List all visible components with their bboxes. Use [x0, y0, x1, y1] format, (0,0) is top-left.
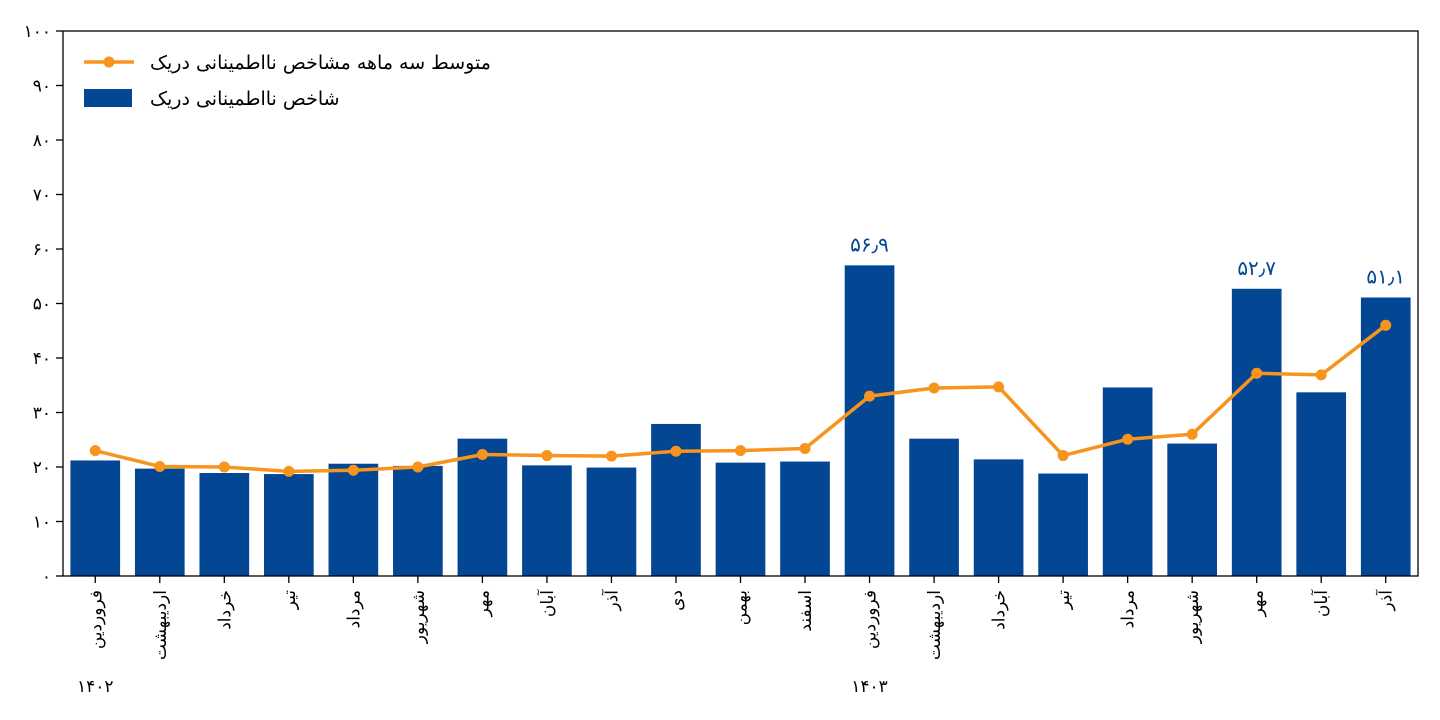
x-tick-label-18: مهر: [1248, 590, 1268, 617]
average-point-3: [283, 465, 295, 477]
bar-8: [586, 467, 637, 576]
legend-bar-swatch: [84, 89, 132, 107]
average-point-19: [1315, 369, 1327, 381]
bar-12: [844, 265, 895, 576]
bar-5: [393, 465, 443, 576]
y-tick-label-8: ۸۰: [33, 131, 51, 151]
x-tick-label-2: خرداد: [215, 590, 235, 630]
bar-20: [1360, 297, 1411, 576]
x-tick-label-5: شهریور: [409, 590, 429, 644]
x-tick-label-11: اسفند: [796, 590, 816, 632]
x-tick-label-20: آذر: [1375, 589, 1397, 612]
x-tick-label-17: شهریور: [1183, 590, 1203, 644]
average-point-17: [1186, 428, 1198, 440]
data-label-18: ۵۲٫۷: [1237, 256, 1276, 280]
average-point-15: [1057, 450, 1069, 462]
bar-13: [909, 438, 959, 576]
y-tick-label-6: ۶۰: [33, 240, 51, 260]
bar-6: [457, 438, 508, 576]
x-tick-label-4: مرداد: [344, 590, 364, 628]
average-point-9: [670, 445, 682, 457]
axes-layer: ۰ ۱۰ ۲۰ ۳۰ ۴۰ ۵۰ ۶۰ ۷۰ ۸۰ ۹۰ ۱۰۰ فروردین اردیبهشت خرد…: [24, 22, 1419, 697]
data-labels-layer: ۵۶٫۹ ۵۲٫۷ ۵۱٫۱: [850, 232, 1405, 288]
data-label-20: ۵۱٫۱: [1366, 265, 1405, 289]
bar-0: [70, 460, 121, 576]
average-point-10: [735, 445, 746, 457]
x-tick-label-6: مهر: [473, 590, 493, 617]
y-tick-label-1: ۱۰: [33, 513, 51, 533]
bar-7: [522, 465, 572, 576]
y-tick-label-0: ۰: [42, 567, 51, 587]
average-point-1: [154, 460, 166, 472]
average-point-6: [476, 448, 488, 460]
average-point-0: [89, 445, 101, 457]
y-tick-label-10: ۱۰۰: [24, 22, 51, 42]
average-point-18: [1251, 367, 1263, 379]
bar-14: [973, 459, 1024, 576]
legend-label-average: متوسط سه ماهه مشاخص نااطمینانی دریک: [150, 52, 491, 74]
y-tick-label-3: ۳۰: [33, 404, 51, 424]
x-tick-label-0: فروردین: [86, 590, 106, 649]
average-point-16: [1122, 433, 1134, 445]
average-point-2: [218, 461, 230, 473]
x-tick-label-12: فروردین: [861, 590, 881, 649]
x-tick-label-14: خرداد: [990, 590, 1010, 630]
year-label-12: ۱۴۰۳: [851, 677, 888, 697]
bar-11: [780, 461, 830, 576]
x-tick-label-15: تیر: [1054, 590, 1074, 611]
y-tick-label-7: ۷۰: [33, 186, 51, 206]
average-point-4: [347, 464, 359, 476]
bar-10: [715, 462, 766, 576]
average-point-13: [928, 382, 940, 394]
x-tick-label-8: آذر: [600, 589, 622, 612]
average-point-12: [864, 390, 876, 402]
bar-4: [328, 463, 379, 576]
x-tick-label-3: تیر: [280, 590, 300, 611]
y-tick-label-4: ۴۰: [33, 349, 51, 369]
bars-layer: [70, 265, 1411, 576]
legend-line-marker: [103, 56, 115, 68]
x-tick-label-10: بهمن: [732, 590, 752, 625]
average-point-14: [993, 381, 1005, 393]
average-point-7: [541, 450, 553, 462]
x-tick-label-7: آبان: [536, 589, 558, 617]
y-tick-label-9: ۹۰: [33, 77, 51, 97]
line-layer: [89, 319, 1392, 477]
y-tick-label-2: ۲۰: [33, 458, 51, 478]
bar-16: [1102, 387, 1153, 576]
x-tick-label-9: دی: [667, 590, 687, 611]
x-tick-label-1: اردیبهشت: [151, 590, 171, 660]
average-point-20: [1380, 319, 1392, 331]
average-point-8: [605, 450, 617, 462]
bar-18: [1231, 288, 1282, 576]
bar-1: [134, 468, 185, 576]
legend-label-index: شاخص نااطمینانی دریک: [150, 88, 340, 110]
bar-15: [1038, 473, 1088, 576]
average-point-5: [412, 461, 424, 473]
y-tick-label-5: ۵۰: [33, 295, 51, 315]
bar-17: [1167, 443, 1217, 576]
average-point-11: [799, 442, 811, 454]
data-label-12: ۵۶٫۹: [850, 232, 889, 256]
year-label-0: ۱۴۰۲: [77, 677, 114, 697]
bar-3: [263, 474, 314, 576]
x-tick-label-13: اردیبهشت: [925, 590, 945, 660]
x-tick-label-16: مرداد: [1119, 590, 1139, 628]
bar-19: [1296, 392, 1347, 576]
legend: متوسط سه ماهه مشاخص نااطمینانی دریک شاخص …: [84, 52, 491, 110]
x-tick-label-19: آبان: [1310, 589, 1332, 617]
bar-2: [199, 473, 250, 576]
